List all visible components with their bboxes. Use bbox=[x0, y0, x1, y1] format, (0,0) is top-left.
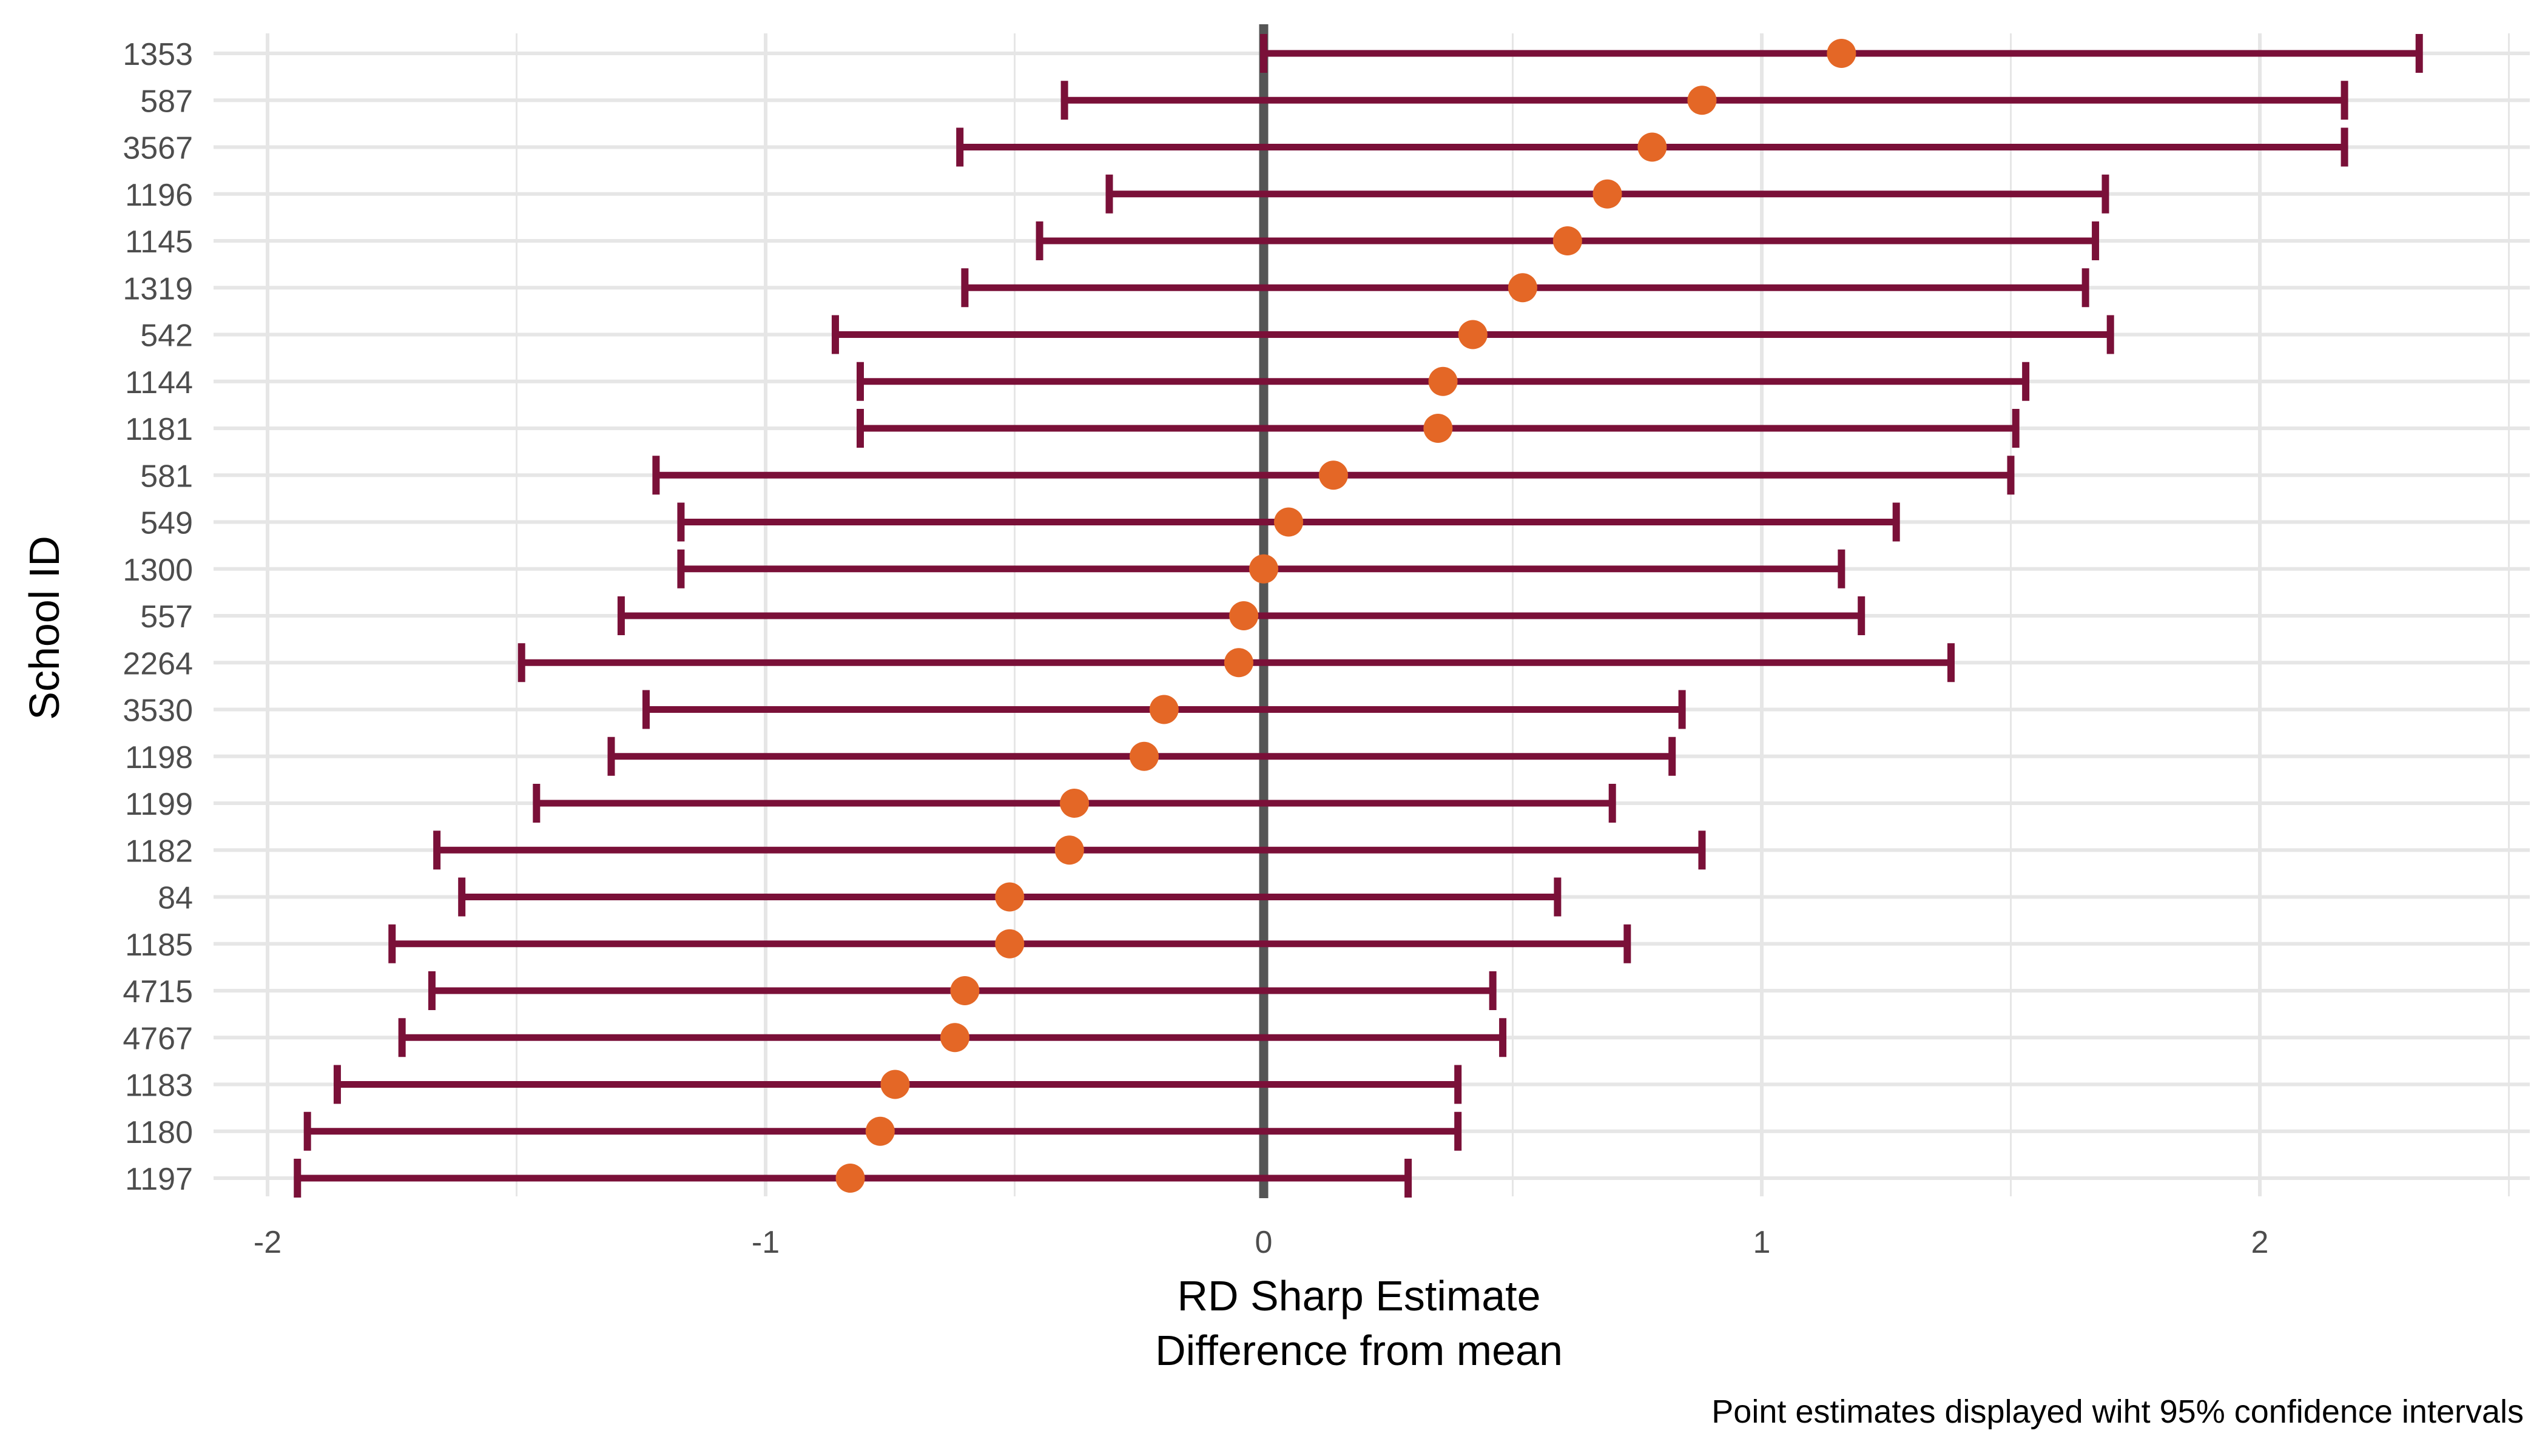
y-tick-label: 542 bbox=[140, 318, 193, 354]
y-tick-label: 557 bbox=[140, 599, 193, 635]
point-estimate bbox=[1129, 741, 1159, 771]
point-estimate bbox=[880, 1070, 910, 1099]
point-estimate bbox=[1318, 460, 1348, 490]
y-tick-label: 1353 bbox=[123, 37, 193, 72]
y-tick-label: 2264 bbox=[123, 646, 193, 681]
y-tick-label: 4715 bbox=[123, 974, 193, 1009]
x-tick-labels: -2 -1 0 1 2 bbox=[254, 1225, 2269, 1260]
x-tick-label: -1 bbox=[752, 1225, 780, 1260]
point-estimate bbox=[1423, 414, 1453, 443]
y-tick-label: 3567 bbox=[123, 131, 193, 166]
point-estimate bbox=[1229, 601, 1259, 630]
y-tick-label: 1199 bbox=[125, 787, 193, 822]
y-tick-label: 4767 bbox=[123, 1021, 193, 1056]
point-estimate bbox=[1428, 366, 1458, 396]
y-tick-label: 1196 bbox=[125, 178, 193, 213]
x-tick-label: 0 bbox=[1255, 1225, 1273, 1260]
point-estimate bbox=[1687, 86, 1717, 115]
point-estimate bbox=[995, 882, 1025, 912]
plot-caption: Point estimates displayed wiht 95% confi… bbox=[1711, 1394, 2524, 1430]
y-axis-title: School ID bbox=[21, 536, 68, 720]
point-estimate bbox=[1274, 507, 1304, 537]
point-estimate bbox=[1827, 39, 1856, 68]
point-estimate bbox=[995, 929, 1025, 959]
point-estimate bbox=[1249, 554, 1278, 584]
point-estimate bbox=[1054, 835, 1084, 865]
x-tick-label: -2 bbox=[254, 1225, 281, 1260]
x-tick-label: 1 bbox=[1753, 1225, 1771, 1260]
point-estimate bbox=[1060, 789, 1090, 818]
y-tick-label: 1182 bbox=[125, 834, 193, 869]
point-estimate bbox=[1508, 273, 1537, 303]
point-estimate bbox=[1637, 132, 1667, 162]
point-estimate bbox=[1224, 648, 1253, 678]
point-estimate bbox=[1552, 226, 1582, 255]
point-estimate bbox=[1592, 179, 1622, 209]
point-estimate bbox=[865, 1116, 895, 1146]
y-tick-label: 587 bbox=[140, 84, 193, 119]
y-tick-label: 581 bbox=[140, 459, 193, 494]
y-tick-labels: 1353 587 3567 1196 1145 1319 542 1144 1181 581 549… bbox=[123, 37, 193, 1197]
point-estimate bbox=[940, 1023, 969, 1053]
y-tick-label: 1198 bbox=[125, 740, 193, 775]
point-estimates bbox=[835, 39, 1856, 1193]
point-estimate bbox=[950, 976, 980, 1005]
y-tick-label: 1144 bbox=[125, 365, 193, 400]
y-tick-label: 1185 bbox=[125, 928, 193, 963]
y-tick-label: 1319 bbox=[123, 271, 193, 306]
x-axis-title-line2: Difference from mean bbox=[1155, 1327, 1563, 1374]
y-tick-label: 84 bbox=[158, 881, 193, 916]
y-tick-label: 1197 bbox=[125, 1162, 193, 1197]
x-axis-title: RD Sharp Estimate bbox=[1177, 1272, 1540, 1320]
y-tick-label: 549 bbox=[140, 506, 193, 541]
point-estimate bbox=[1149, 695, 1179, 724]
point-estimate bbox=[1458, 320, 1488, 349]
y-tick-label: 1183 bbox=[125, 1068, 193, 1104]
point-estimate bbox=[835, 1164, 865, 1193]
x-tick-label: 2 bbox=[2251, 1225, 2269, 1260]
y-tick-label: 1180 bbox=[125, 1115, 193, 1150]
y-tick-label: 1145 bbox=[125, 224, 193, 260]
y-tick-label: 3530 bbox=[123, 693, 193, 729]
y-tick-label: 1300 bbox=[123, 553, 193, 588]
y-tick-label: 1181 bbox=[125, 412, 193, 447]
